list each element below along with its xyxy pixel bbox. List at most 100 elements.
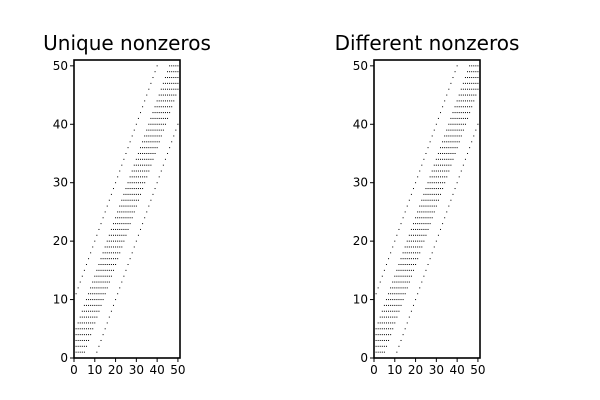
nonzero-point [473,82,475,84]
nonzero-point [421,240,423,242]
nonzero-point [427,193,429,195]
nonzero-point [123,228,125,230]
nonzero-point [383,316,385,318]
nonzero-point [458,112,460,114]
nonzero-point [148,135,150,137]
nonzero-point [390,310,392,312]
nonzero-point [127,182,129,184]
nonzero-point [100,339,102,341]
nonzero-point [462,112,464,114]
nonzero-point [135,123,137,125]
nonzero-point [115,264,117,266]
nonzero-point [150,129,152,131]
nonzero-point [169,65,171,67]
nonzero-point [396,234,398,236]
nonzero-point [444,176,446,178]
nonzero-point [437,164,439,166]
nonzero-point [456,123,458,125]
nonzero-point [146,135,148,137]
nonzero-point [129,182,131,184]
nonzero-point [442,188,444,190]
nonzero-point [392,304,394,306]
nonzero-point [475,71,477,73]
nonzero-point [104,258,106,260]
nonzero-point [77,351,79,353]
nonzero-point [131,252,133,254]
nonzero-point [121,164,123,166]
nonzero-point [156,135,158,137]
nonzero-point [75,334,77,336]
nonzero-point [454,117,456,119]
nonzero-point [142,152,144,154]
nonzero-point [160,117,162,119]
nonzero-point [125,205,127,207]
nonzero-point [137,176,139,178]
nonzero-point [106,322,108,324]
nonzero-point [452,193,454,195]
nonzero-point [102,281,104,283]
nonzero-point [131,199,133,201]
nonzero-point [129,258,131,260]
nonzero-point [408,264,410,266]
nonzero-point [442,152,444,154]
nonzero-point [110,252,112,254]
nonzero-point [79,316,81,318]
nonzero-point [127,217,129,219]
nonzero-point [90,316,92,318]
nonzero-point [464,158,466,160]
nonzero-point [442,147,444,149]
nonzero-point [79,281,81,283]
nonzero-point [177,88,179,90]
nonzero-point [433,205,435,207]
nonzero-point [77,339,79,341]
nonzero-point [431,252,433,254]
nonzero-point [427,211,429,213]
nonzero-point [429,205,431,207]
nonzero-point [142,176,144,178]
nonzero-point [442,106,444,108]
nonzero-point [119,228,121,230]
nonzero-point [388,334,390,336]
nonzero-point [140,176,142,178]
nonzero-point [81,275,83,277]
nonzero-point [77,322,79,324]
nonzero-point [452,152,454,154]
nonzero-point [112,304,114,306]
nonzero-point [106,275,108,277]
nonzero-point [131,205,133,207]
nonzero-point [94,275,96,277]
nonzero-point [446,152,448,154]
nonzero-point [127,228,129,230]
chart-unique-nonzeros: Unique nonzeros 0 10 20 30 40 50 0 10 20 30 40 50 [43,31,211,377]
nonzero-point [119,211,121,213]
nonzero-point [448,170,450,172]
nonzero-point [390,299,392,301]
nonzero-point [427,217,429,219]
nonzero-point [423,275,425,277]
nonzero-point [150,152,152,154]
nonzero-point [390,328,392,330]
nonzero-point [137,117,139,119]
nonzero-point [404,252,406,254]
nonzero-point [429,258,431,260]
nonzero-point [477,77,479,79]
nonzero-point [435,193,437,195]
nonzero-point [410,269,412,271]
nonzero-point [442,141,444,143]
y-tick-label: 50 [353,59,368,73]
nonzero-point [404,281,406,283]
nonzero-point [431,188,433,190]
nonzero-point [173,88,175,90]
nonzero-point [96,293,98,295]
nonzero-point [435,188,437,190]
nonzero-point [117,223,119,225]
nonzero-point [406,269,408,271]
nonzero-point [469,77,471,79]
nonzero-point [417,234,419,236]
nonzero-point [421,246,423,248]
nonzero-point [462,123,464,125]
nonzero-point [94,316,96,318]
nonzero-point [148,141,150,143]
nonzero-point [142,158,144,160]
